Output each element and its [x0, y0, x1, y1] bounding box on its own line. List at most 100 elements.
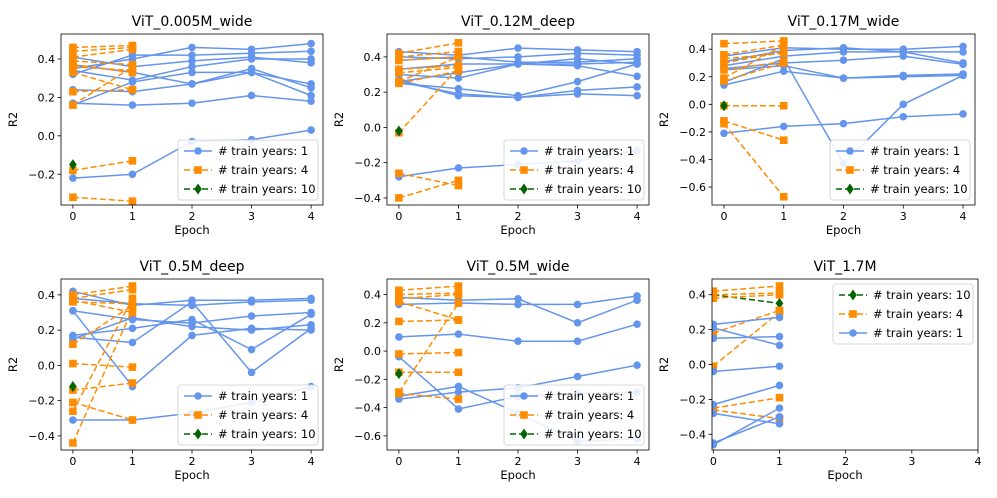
- x-axis-label: Epoch: [174, 468, 209, 482]
- data-point-tv4: [712, 362, 718, 371]
- data-point-tv10: [775, 297, 784, 309]
- series-line-tv4: [713, 293, 780, 299]
- legend-marker-tv10: [849, 289, 857, 301]
- data-point-tv10: [69, 381, 77, 393]
- data-point-tv4: [128, 305, 137, 313]
- x-tick-label: 3: [908, 455, 915, 468]
- legend-label: # train years: 4: [544, 163, 634, 177]
- data-point-tv4: [395, 169, 403, 178]
- series-line-tv4: [398, 300, 459, 321]
- series-line-tv4: [398, 66, 459, 74]
- y-tick-label: 0.0: [364, 121, 382, 134]
- legend: # train years: 1 # train years: 4 # train …: [829, 139, 971, 201]
- data-point-tv4: [454, 47, 463, 56]
- data-point-tv4: [69, 193, 77, 202]
- data-point-tv10: [395, 368, 403, 380]
- series-line-tv4: [72, 160, 133, 172]
- data-point-tv1: [188, 62, 196, 71]
- x-tick-label: 4: [308, 455, 315, 468]
- data-point-tv1: [307, 126, 315, 134]
- data-point-tv1: [839, 74, 848, 82]
- data-point-tv1: [247, 55, 256, 63]
- data-point-tv1: [959, 48, 967, 56]
- chart-title: ViT_0.5M_deep: [139, 259, 244, 275]
- data-point-tv4: [395, 317, 403, 326]
- data-point-tv1: [514, 337, 522, 345]
- series-line-tv4: [72, 44, 133, 49]
- data-point-tv4: [395, 56, 403, 65]
- data-point-tv4: [395, 389, 403, 398]
- series-line-tv4: [72, 285, 133, 296]
- data-point-tv10: [720, 100, 728, 112]
- y-tick-label: −0.2: [28, 168, 55, 181]
- y-tick-label: 0.0: [38, 359, 56, 372]
- data-point-tv1: [573, 61, 582, 70]
- data-point-tv1: [69, 306, 77, 315]
- data-point-tv4: [69, 407, 77, 416]
- data-point-tv4: [454, 348, 463, 357]
- data-point-tv1: [454, 405, 463, 413]
- x-axis-label: Epoch: [500, 223, 535, 237]
- data-point-tv4: [454, 282, 463, 290]
- y-tick-label: −0.4: [28, 430, 55, 443]
- data-point-tv1: [775, 413, 784, 421]
- data-point-tv1: [712, 400, 718, 409]
- y-tick-label: 0.2: [689, 71, 707, 84]
- legend-marker-tv1: [520, 147, 528, 155]
- data-point-tv4: [69, 101, 77, 109]
- data-point-tv4: [69, 166, 77, 175]
- legend-label: # train years: 1: [218, 144, 308, 158]
- chart-panel-3: 0 1 2 3 4 −0.6 −0.4 −0.2 0.0 0.2 0.4 ViT_0.17M_wide…: [657, 14, 976, 237]
- data-point-tv1: [454, 388, 463, 396]
- data-point-tv4: [128, 197, 137, 205]
- data-point-tv1: [128, 338, 137, 347]
- legend-marker-tv1: [846, 147, 854, 155]
- x-tick-label: 0: [69, 210, 76, 223]
- data-point-tv4: [712, 329, 718, 337]
- data-point-tv4: [69, 439, 77, 447]
- data-point-tv4: [454, 181, 463, 190]
- data-point-tv4: [720, 59, 728, 67]
- data-point-tv1: [775, 341, 784, 350]
- data-point-tv4: [128, 416, 137, 424]
- x-tick-label: 4: [634, 455, 641, 468]
- legend: # train years: 1 # train years: 4 # train …: [177, 384, 319, 446]
- series-group: [69, 39, 315, 205]
- data-point-tv4: [779, 59, 788, 67]
- chart-title: ViT_0.12M_deep: [461, 14, 575, 30]
- legend-label: # train years: 1: [873, 326, 963, 340]
- series-line-tv4: [398, 179, 459, 199]
- series-line-tv4: [713, 285, 780, 292]
- data-point-tv4: [720, 119, 728, 128]
- data-point-tv4: [128, 62, 137, 71]
- legend-marker-tv1: [849, 329, 857, 337]
- data-point-tv1: [247, 68, 256, 77]
- x-axis-label: Epoch: [500, 468, 535, 482]
- legend-label: # train years: 10: [544, 182, 642, 196]
- data-point-tv1: [573, 49, 582, 58]
- series-line-tv4: [72, 65, 133, 72]
- y-axis-label: R2: [332, 357, 346, 372]
- legend-label: # train years: 4: [544, 408, 634, 422]
- data-point-tv4: [395, 194, 403, 202]
- data-point-tv4: [779, 41, 788, 49]
- data-point-tv4: [395, 68, 403, 77]
- legend-marker-tv10: [520, 183, 528, 195]
- x-axis-label: Epoch: [174, 223, 209, 237]
- legend-marker-tv10: [846, 183, 854, 195]
- data-point-tv4: [128, 157, 137, 165]
- y-tick-label: −0.4: [679, 153, 706, 166]
- data-point-tv1: [959, 60, 967, 69]
- data-point-tv1: [633, 296, 641, 304]
- data-point-tv4: [395, 79, 403, 88]
- data-point-tv4: [720, 39, 728, 48]
- data-point-tv4: [395, 297, 403, 306]
- x-tick-label: 0: [710, 455, 717, 468]
- series-line-tv4: [398, 172, 459, 187]
- data-point-tv1: [188, 322, 196, 331]
- data-point-tv1: [307, 326, 315, 334]
- data-point-tv4: [395, 286, 403, 295]
- series-line-tv4: [398, 319, 459, 323]
- data-point-tv1: [514, 294, 522, 303]
- x-tick-label: 2: [515, 210, 522, 223]
